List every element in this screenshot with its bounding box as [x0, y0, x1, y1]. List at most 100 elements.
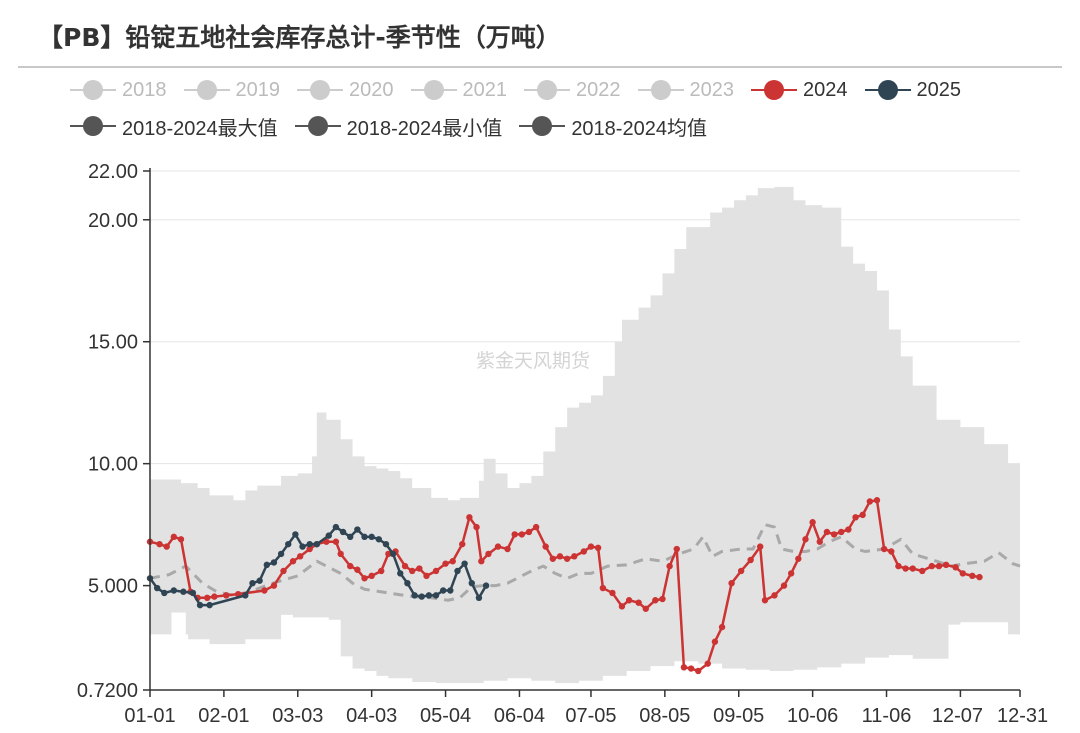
data-point-2024 [332, 538, 340, 545]
data-point-2024 [852, 514, 859, 521]
legend-item-2018[interactable]: 2018 [70, 79, 167, 102]
data-point-2025 [242, 592, 249, 599]
data-point-2025 [339, 528, 347, 536]
legend-row: 2018-2024最大值 2018-2024最小值 2018-2024均值 [70, 108, 1070, 144]
legend: 2018 2019 2020 2021 2022 2023 2024 2025 2018-20… [70, 72, 1070, 144]
legend-item-2019[interactable]: 2019 [183, 79, 280, 102]
legend-row: 2018 2019 2020 2021 2022 2023 2024 2025 [70, 72, 1070, 108]
legend-marker-icon [524, 79, 570, 101]
data-point-2024 [809, 519, 816, 526]
data-point-2024 [673, 545, 680, 553]
legend-item-2018-2024最小值[interactable]: 2018-2024最小值 [294, 112, 502, 141]
legend-label: 2018 [122, 78, 167, 101]
data-point-2025 [249, 579, 256, 587]
data-point-2024 [845, 526, 852, 533]
data-point-2024 [802, 536, 809, 543]
legend-item-2022[interactable]: 2022 [524, 79, 621, 102]
legend-label: 2023 [689, 78, 735, 101]
legend-item-2020[interactable]: 2020 [297, 79, 394, 102]
data-point-2024 [223, 592, 230, 599]
data-point-2024 [485, 550, 492, 558]
data-point-2024 [296, 553, 304, 560]
data-point-2025 [196, 601, 204, 609]
data-point-2025 [325, 532, 332, 539]
data-point-2024 [416, 565, 423, 572]
data-point-2024 [571, 553, 578, 560]
x-tick-label: 05-04 [420, 705, 471, 727]
data-point-2024 [728, 579, 735, 587]
data-point-2024 [928, 562, 936, 570]
data-point-2025 [263, 561, 270, 569]
data-point-2024 [838, 528, 845, 536]
x-tick-label: 11-06 [862, 705, 912, 727]
data-point-2024 [873, 497, 881, 504]
data-point-2024 [532, 523, 540, 531]
data-point-2024 [563, 555, 571, 562]
data-point-2024 [909, 565, 916, 572]
data-point-2024 [680, 664, 688, 671]
data-point-2025 [397, 570, 404, 577]
data-point-2024 [466, 514, 473, 521]
data-point-2024 [408, 567, 416, 575]
data-point-2024 [737, 567, 745, 575]
data-point-2025 [180, 588, 187, 595]
legend-item-2024[interactable]: 2024 [751, 79, 848, 102]
data-point-2024 [761, 597, 769, 604]
data-point-2024 [787, 570, 795, 577]
legend-label: 2022 [576, 78, 621, 101]
data-point-2024 [635, 599, 642, 606]
legend-item-2018-2024最大值[interactable]: 2018-2024最大值 [70, 112, 278, 141]
data-point-2024 [432, 567, 440, 575]
data-point-2024 [449, 558, 456, 565]
data-point-2025 [404, 579, 411, 587]
data-point-2025 [277, 550, 285, 558]
legend-item-2023[interactable]: 2023 [637, 78, 735, 102]
data-point-2025 [368, 533, 375, 541]
data-point-2024 [756, 543, 764, 550]
data-point-2024 [652, 597, 659, 604]
data-point-2024 [830, 531, 838, 538]
legend-marker-icon [183, 79, 230, 101]
data-point-2025 [206, 601, 213, 609]
legend-item-2021[interactable]: 2021 [410, 79, 507, 102]
data-point-2024 [942, 561, 950, 569]
data-point-2024 [442, 560, 449, 567]
data-point-2024 [599, 584, 607, 592]
data-point-2024 [718, 623, 726, 631]
data-point-2025 [299, 543, 306, 550]
data-point-2025 [454, 567, 461, 575]
data-point-2025 [170, 587, 178, 594]
data-point-2024 [594, 544, 602, 552]
data-point-2024 [423, 572, 430, 580]
data-point-2025 [189, 589, 197, 597]
legend-item-2025[interactable]: 2025 [864, 79, 961, 102]
y-tick-label: 20.00 [88, 210, 138, 232]
data-point-2024 [687, 665, 695, 672]
data-point-2024 [473, 523, 480, 531]
data-point-2025 [432, 592, 440, 599]
legend-marker-icon [410, 79, 457, 101]
data-point-2024 [609, 589, 616, 597]
data-point-2024 [261, 587, 268, 594]
data-point-2024 [204, 594, 211, 602]
x-tick-label: 08-05 [639, 705, 690, 727]
data-point-2024 [888, 548, 895, 555]
legend-label: 2018-2024均值 [571, 117, 707, 140]
legend-label: 2024 [803, 78, 848, 101]
data-point-2024 [211, 593, 218, 600]
data-point-2024 [816, 538, 823, 545]
x-tick-label: 02-01 [198, 705, 249, 727]
x-tick-label: 09-05 [713, 705, 764, 727]
legend-item-2018-2024均值[interactable]: 2018-2024均值 [519, 112, 707, 141]
x-tick-label: 03-03 [272, 705, 323, 727]
legend-label: 2020 [349, 78, 394, 101]
data-point-2024 [952, 564, 959, 571]
data-point-2024 [659, 595, 666, 603]
data-point-2025 [461, 560, 468, 567]
data-point-2024 [270, 582, 278, 589]
data-point-2024 [361, 575, 368, 582]
data-point-2024 [323, 538, 330, 545]
data-point-2024 [747, 556, 754, 564]
y-tick-label: 22.00 [88, 161, 138, 183]
